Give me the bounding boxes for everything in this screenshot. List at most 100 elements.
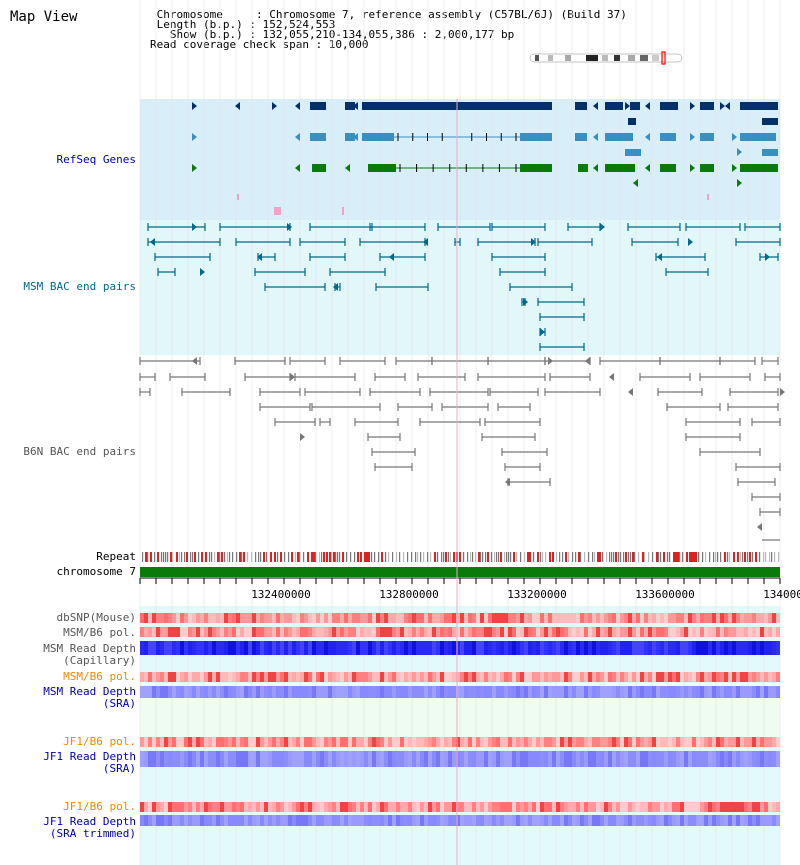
heat-cell (676, 815, 680, 826)
heat-cell (144, 737, 148, 747)
heat-cell (412, 737, 416, 747)
heat-cell (520, 815, 524, 826)
heat-cell (624, 613, 628, 623)
heat-cell (288, 627, 292, 637)
repeat-element (192, 552, 194, 562)
heat-cell (424, 802, 428, 812)
heat-cell (316, 815, 320, 826)
heat-cell (652, 672, 656, 682)
dbsnp-label[interactable]: dbSNP(Mouse) (56, 611, 136, 624)
repeat-element (190, 552, 192, 562)
jf1-b6-pol-label-1[interactable]: JF1/B6 pol. (63, 735, 136, 748)
jf1-read-depth-sra-label[interactable]: JF1 Read Depth (SRA) (43, 750, 136, 775)
heat-cell (596, 686, 600, 698)
heat-cell (572, 686, 576, 698)
heat-cell (628, 751, 632, 767)
gene-exon (368, 164, 396, 172)
heat-cell (160, 686, 164, 698)
repeat-element (740, 552, 742, 562)
heat-cell (452, 802, 456, 812)
jf1-b6-pol-label-2[interactable]: JF1/B6 pol. (63, 800, 136, 813)
heat-cell (316, 613, 320, 623)
heat-cell (468, 815, 472, 826)
msm-b6-pol-label-2[interactable]: MSM/B6 pol. (63, 670, 136, 683)
repeat-element (742, 552, 744, 562)
heat-cell (296, 751, 300, 767)
msm-b6-pol-label-1[interactable]: MSM/B6 pol. (63, 626, 136, 639)
repeat-element (642, 552, 644, 562)
repeat-element (335, 552, 337, 562)
heat-cell (400, 686, 404, 698)
repeat-element (549, 552, 551, 562)
heat-cell (148, 627, 152, 637)
heat-cell (292, 613, 296, 623)
heat-cell (376, 641, 380, 655)
gene-exon (310, 133, 326, 141)
msm-bac-glyphs[interactable] (147, 223, 781, 351)
heat-cell (532, 613, 536, 623)
heat-cell (756, 751, 760, 767)
heat-cell (372, 686, 376, 698)
heat-cell (588, 641, 592, 655)
repeat-element (508, 552, 510, 562)
jf1-read-depth-trimmed-label[interactable]: JF1 Read Depth (SRA trimmed) (43, 815, 136, 840)
repeat-element (232, 552, 234, 562)
heat-cell (488, 627, 492, 637)
ideogram-band (614, 55, 620, 61)
heat-cell (432, 751, 436, 767)
heat-cell (764, 751, 768, 767)
heat-cell (260, 737, 264, 747)
heat-cell (340, 686, 344, 698)
heat-cell (336, 802, 340, 812)
heat-cell (360, 613, 364, 623)
repeat-element (562, 552, 564, 562)
heat-cell (648, 815, 652, 826)
heat-cell (464, 672, 468, 682)
heat-cell (420, 802, 424, 812)
heat-cell (712, 751, 716, 767)
heat-cell (508, 613, 512, 623)
repeat-element (599, 552, 601, 562)
repeat-element (420, 552, 422, 562)
heat-cell (212, 641, 216, 655)
heat-cell (660, 627, 664, 637)
heat-cell (360, 627, 364, 637)
heat-cell (308, 815, 312, 826)
heat-cell (444, 686, 448, 698)
heat-cell (664, 641, 668, 655)
heat-cell (352, 686, 356, 698)
heat-cell (160, 751, 164, 767)
repeat-element (540, 552, 542, 562)
heat-cell (656, 737, 660, 747)
msm-read-depth-capillary-label[interactable]: MSM Read Depth (Capillary) (43, 642, 136, 667)
msm-read-depth-sra-label[interactable]: MSM Read Depth (SRA) (43, 685, 136, 710)
heat-cell (628, 737, 632, 747)
repeat-element (321, 552, 323, 562)
b6n-bac-glyphs[interactable] (139, 357, 785, 541)
heat-cell (436, 751, 440, 767)
heat-cell (248, 641, 252, 655)
heat-cell (320, 751, 324, 767)
b6n-bac-label[interactable]: B6N BAC end pairs (23, 445, 136, 458)
repeat-element (407, 552, 409, 562)
msm-bac-label[interactable]: MSM BAC end pairs (23, 280, 136, 293)
refseq-genes-label[interactable]: RefSeq Genes (56, 153, 136, 166)
heat-cell (268, 627, 272, 637)
heat-cell (664, 672, 668, 682)
heat-cell (372, 641, 376, 655)
heat-cell (588, 686, 592, 698)
heat-cell (384, 751, 388, 767)
heat-cell (584, 686, 588, 698)
heat-cell (776, 613, 780, 623)
heat-cell (580, 686, 584, 698)
heat-cell (208, 672, 212, 682)
heat-cell (284, 737, 288, 747)
heat-cell (756, 641, 760, 655)
heat-cell (328, 815, 332, 826)
heat-cell (340, 641, 344, 655)
heat-cell (456, 627, 460, 637)
heat-cell (620, 672, 624, 682)
heat-cell (240, 672, 244, 682)
heat-cell (392, 751, 396, 767)
